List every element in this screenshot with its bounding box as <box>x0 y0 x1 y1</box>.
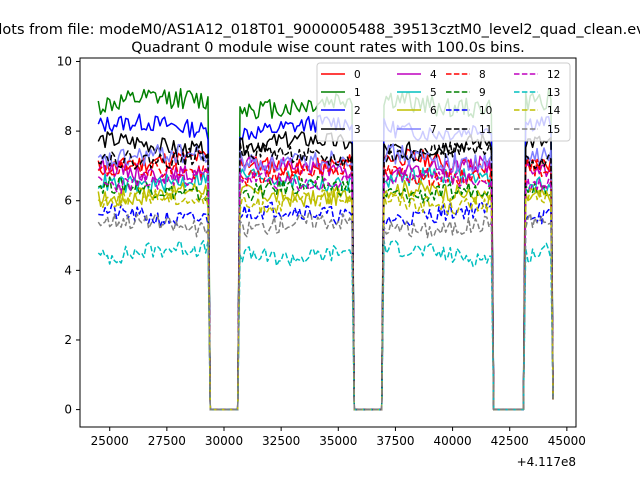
chart-title: Quadrant 0 module wise count rates with … <box>131 40 525 56</box>
legend-label-0: 0 <box>354 69 361 81</box>
series-line-8 <box>97 158 554 411</box>
legend-label-15: 15 <box>547 124 560 136</box>
legend-label-6: 6 <box>430 105 437 117</box>
x-offset-label: +4.117e8 <box>517 455 576 469</box>
series-line-12 <box>97 167 554 411</box>
legend-label-7: 7 <box>430 124 437 136</box>
legend-label-2: 2 <box>354 105 361 117</box>
legend-label-12: 12 <box>547 69 560 81</box>
series-line-10 <box>98 201 554 411</box>
y-tick-label: 10 <box>57 54 72 68</box>
legend-label-9: 9 <box>479 87 486 99</box>
x-tick-label: 45000 <box>548 434 586 448</box>
x-tick-label: 42500 <box>491 434 529 448</box>
x-tick-label: 37500 <box>376 434 414 448</box>
x-tick-label: 32500 <box>262 434 300 448</box>
chart-suptitle: Plots from file: modeM0/AS1A12_018T01_90… <box>0 22 640 38</box>
y-tick-label: 8 <box>64 124 72 138</box>
x-tick-label: 40000 <box>433 434 471 448</box>
legend-label-13: 13 <box>547 87 560 99</box>
y-tick-label: 4 <box>64 263 72 277</box>
series-line-7 <box>97 143 554 411</box>
legend-label-10: 10 <box>479 105 492 117</box>
x-axis: 25000 27500 30000 32500 35000 37500 40000 42500… <box>91 427 586 448</box>
series-line-11 <box>97 141 554 411</box>
legend-label-4: 4 <box>430 69 437 81</box>
x-tick-label: 27500 <box>148 434 186 448</box>
y-tick-label: 6 <box>64 194 72 208</box>
x-tick-label: 25000 <box>91 434 129 448</box>
legend-label-5: 5 <box>430 87 437 99</box>
series-line-5 <box>97 167 554 411</box>
legend-label-8: 8 <box>479 69 486 81</box>
plot-frame <box>79 57 577 428</box>
legend-label-11: 11 <box>479 124 492 136</box>
series-line-15 <box>97 212 554 411</box>
legend-box <box>316 62 571 142</box>
legend-label-1: 1 <box>354 87 361 99</box>
series-line-9 <box>98 175 554 411</box>
legend-label-3: 3 <box>354 124 361 136</box>
y-axis: 0 2 4 6 8 10 <box>57 54 80 417</box>
y-tick-label: 2 <box>64 333 72 347</box>
x-tick-label: 30000 <box>205 434 243 448</box>
series-line-14 <box>97 187 554 411</box>
x-tick-label: 35000 <box>319 434 357 448</box>
y-tick-label: 0 <box>64 403 72 417</box>
series-line-13 <box>97 239 554 411</box>
legend-label-14: 14 <box>547 105 561 117</box>
